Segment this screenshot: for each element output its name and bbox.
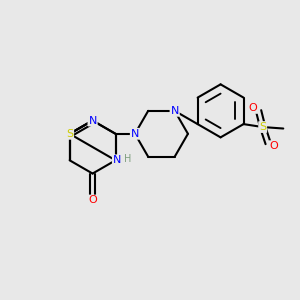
Text: O: O bbox=[269, 141, 278, 151]
Text: S: S bbox=[259, 122, 266, 132]
Text: N: N bbox=[131, 129, 139, 139]
Text: N: N bbox=[170, 106, 179, 116]
Text: N: N bbox=[113, 155, 121, 165]
Text: N: N bbox=[88, 116, 97, 126]
Text: S: S bbox=[66, 129, 73, 139]
Text: H: H bbox=[124, 154, 132, 164]
Text: O: O bbox=[88, 196, 97, 206]
Text: O: O bbox=[249, 103, 257, 113]
